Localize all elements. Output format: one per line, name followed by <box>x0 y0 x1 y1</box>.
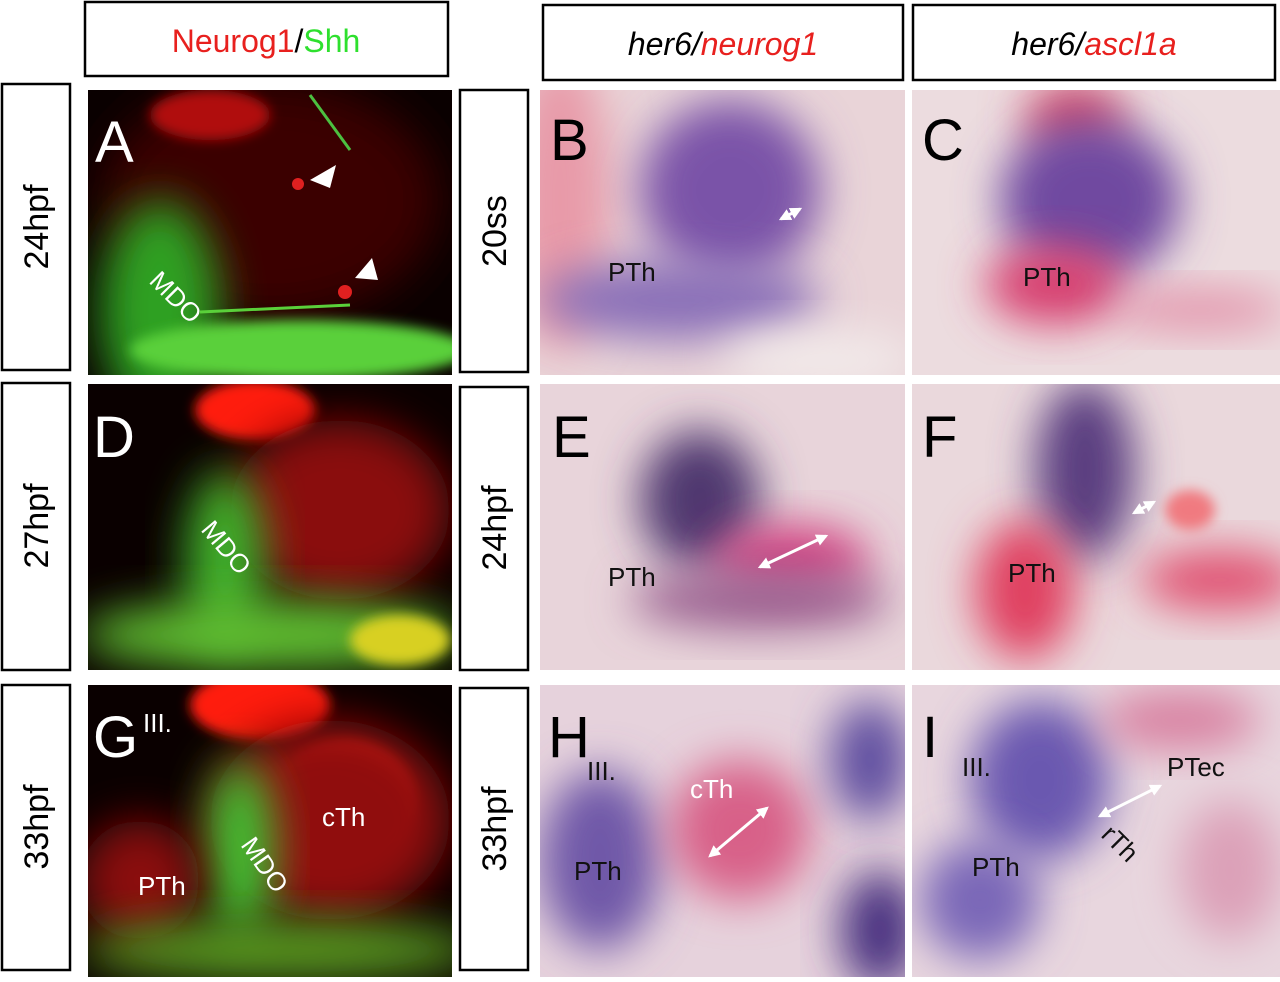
row-box <box>0 82 72 372</box>
panel-image <box>912 90 1280 375</box>
annotation: cTh <box>690 774 733 804</box>
annotation: III. <box>587 756 616 786</box>
annotation: PTh <box>608 562 656 592</box>
panel-image <box>912 685 1280 977</box>
panel-letter: C <box>922 108 964 173</box>
row-label: 20ss <box>476 195 514 267</box>
header-part: Shh <box>303 23 360 59</box>
header: her6/neurog1 <box>628 26 818 62</box>
panel-letter: E <box>552 405 591 470</box>
panel-letter: A <box>95 110 134 175</box>
arrow <box>757 534 829 569</box>
panel-letter: F <box>922 405 957 470</box>
annotation: III. <box>962 752 991 782</box>
annotation: III. <box>143 708 172 738</box>
header-part: / <box>690 26 704 62</box>
annotation: PTh <box>608 257 656 287</box>
header-part: Neurog1 <box>172 23 295 59</box>
annotation: PTec <box>1167 752 1225 782</box>
header: her6/ascl1a <box>1011 26 1176 62</box>
row-box <box>458 88 530 374</box>
panel-letter: B <box>550 108 589 173</box>
header-part: / <box>1073 26 1087 62</box>
panel-image <box>540 90 905 375</box>
row-box <box>458 385 530 672</box>
annotation: PTh <box>574 856 622 886</box>
panel-letter: D <box>93 405 135 470</box>
header-part: her6 <box>1011 26 1075 62</box>
arrowhead <box>310 165 336 188</box>
panel-letter: H <box>548 705 590 770</box>
header-box <box>911 3 1277 82</box>
panel-image <box>540 685 905 977</box>
row-box <box>458 686 530 972</box>
arrow <box>778 207 803 221</box>
panel-image <box>88 384 452 670</box>
header-box <box>541 3 905 82</box>
row-labels: 24hpf 27hpf 33hpf 20ss 24hpf 33hpf <box>0 82 530 972</box>
panel-letter: I <box>922 705 938 770</box>
annotation: cTh <box>322 802 365 832</box>
row-label: 33hpf <box>476 786 514 872</box>
header-part: her6 <box>628 26 692 62</box>
panel-image <box>540 384 905 670</box>
panel-image <box>912 384 1280 670</box>
row-label: 24hpf <box>476 485 514 571</box>
arrow <box>708 806 769 858</box>
row-label: 33hpf <box>18 784 56 870</box>
header-part: / <box>294 23 303 59</box>
row-box <box>0 381 72 672</box>
annotation: PTh <box>972 852 1020 882</box>
header: Neurog1/Shh <box>172 23 361 59</box>
annotation: PTh <box>1023 262 1071 292</box>
annotation: PTh <box>138 871 186 901</box>
row-label: 27hpf <box>18 483 56 569</box>
column-headers: Neurog1/Shh her6/neurog1 her6/ascl1a <box>83 0 1277 82</box>
header-part: ascl1a <box>1084 26 1177 62</box>
header-part: neurog1 <box>701 26 818 62</box>
panel-image <box>88 685 452 977</box>
header-box <box>83 0 450 78</box>
row-box <box>0 683 72 972</box>
annotation: PTh <box>1008 558 1056 588</box>
panel-letter: G <box>93 705 138 770</box>
panel-image <box>88 90 452 375</box>
arrow <box>1131 500 1157 515</box>
arrowhead <box>355 258 378 280</box>
row-label: 24hpf <box>18 184 56 270</box>
arrow <box>1097 784 1163 818</box>
